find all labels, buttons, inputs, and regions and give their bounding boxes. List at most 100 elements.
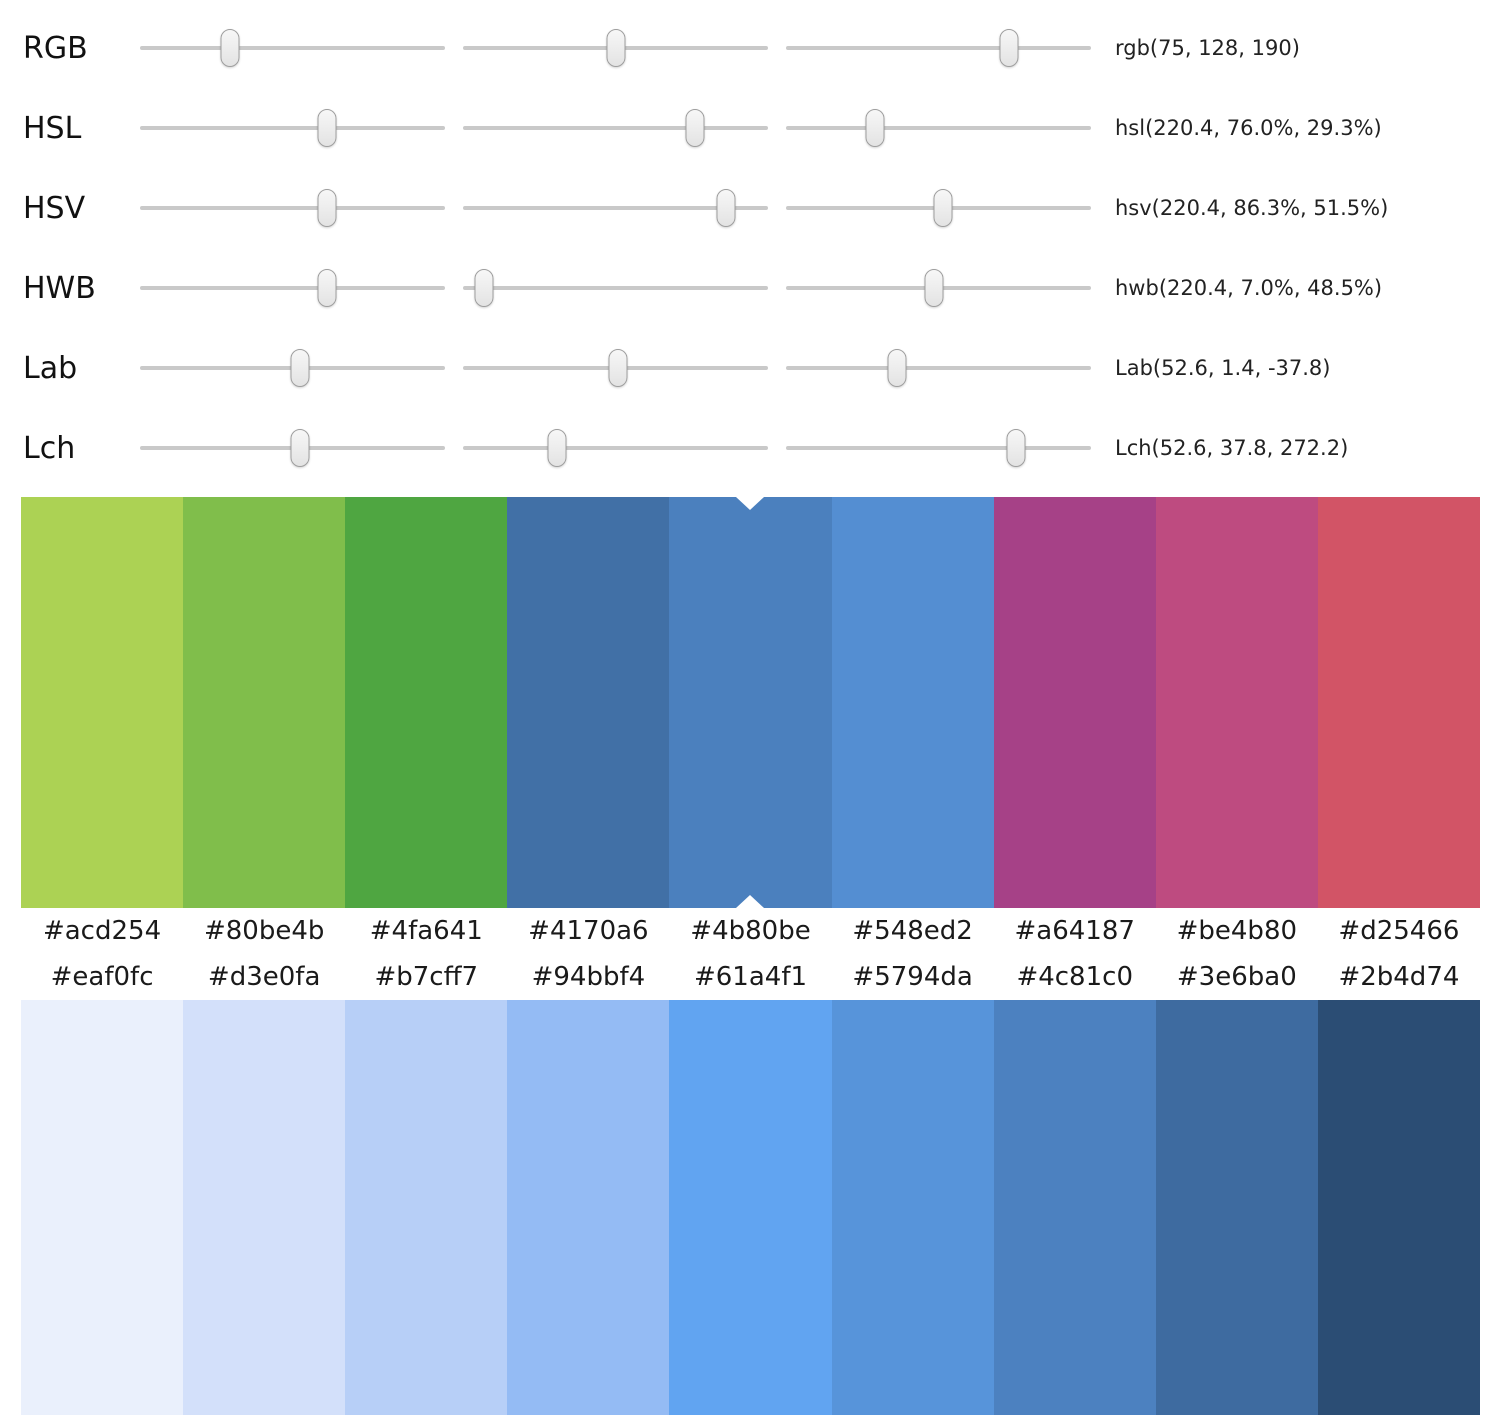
color-swatch[interactable] [993, 1000, 1156, 1415]
hex-label: #acd254 [42, 916, 162, 946]
hex-label: #d3e0fa [207, 962, 321, 992]
color-swatch[interactable] [993, 497, 1156, 908]
color-value-text: hwb(220.4, 7.0%, 48.5%) [1115, 276, 1383, 300]
slider-thumb[interactable] [606, 29, 626, 67]
slider-track-line [140, 46, 445, 50]
slider-thumb[interactable] [290, 429, 310, 467]
shade-palette [21, 1000, 1480, 1415]
color-swatch[interactable] [1317, 1000, 1480, 1415]
slider-track-line [786, 46, 1091, 50]
color-value-text: hsl(220.4, 76.0%, 29.3%) [1115, 116, 1382, 140]
color-swatch[interactable] [21, 1000, 184, 1415]
color-swatch[interactable] [1155, 497, 1318, 908]
slider-track-line [463, 286, 768, 290]
slider-thumb[interactable] [290, 349, 310, 387]
hex-label: #5794da [852, 962, 973, 992]
slider-track[interactable] [463, 185, 768, 231]
slider-row-lab: Lab Lab(52.6, 1.4, -37.8) [23, 328, 1501, 408]
color-swatch[interactable] [1317, 497, 1480, 908]
slider-thumb[interactable] [924, 269, 944, 307]
slider-thumb[interactable] [220, 29, 240, 67]
colorspace-label: Lab [23, 350, 78, 386]
slider-thumb[interactable] [547, 429, 567, 467]
hex-label: #b7cff7 [374, 962, 479, 992]
slider-track[interactable] [463, 345, 768, 391]
hex-label: #4170a6 [528, 916, 649, 946]
slider-thumb[interactable] [608, 349, 628, 387]
color-value-text: rgb(75, 128, 190) [1115, 36, 1300, 60]
hue-palette-labels: #acd254 #80be4b #4fa641 #4170a6 #4b80be #548e… [21, 908, 1480, 954]
slider-track-line [140, 286, 445, 290]
hex-label: #94bbf4 [531, 962, 646, 992]
color-swatch[interactable] [183, 1000, 346, 1415]
slider-track[interactable] [140, 185, 445, 231]
slider-track-line [786, 126, 1091, 130]
slider-track[interactable] [140, 425, 445, 471]
slider-track[interactable] [140, 25, 445, 71]
colorspace-label: Lch [23, 430, 76, 466]
slider-track[interactable] [786, 265, 1091, 311]
slider-track[interactable] [140, 265, 445, 311]
hex-label: #4b80be [690, 916, 811, 946]
shade-palette-labels: #eaf0fc #d3e0fa #b7cff7 #94bbf4 #61a4f1 #5794… [21, 954, 1480, 1000]
slider-thumb[interactable] [317, 269, 337, 307]
hex-label: #d25466 [1338, 916, 1460, 946]
color-value-text: Lab(52.6, 1.4, -37.8) [1115, 356, 1331, 380]
colorspace-label: RGB [23, 30, 88, 66]
slider-thumb[interactable] [887, 349, 907, 387]
slider-track[interactable] [786, 425, 1091, 471]
slider-thumb[interactable] [474, 269, 494, 307]
color-swatch[interactable] [831, 497, 994, 908]
hex-label: #4fa641 [369, 916, 483, 946]
slider-track-line [786, 446, 1091, 450]
color-swatch[interactable] [183, 497, 346, 908]
slider-track[interactable] [463, 105, 768, 151]
color-value-text: hsv(220.4, 86.3%, 51.5%) [1115, 196, 1389, 220]
slider-track[interactable] [463, 425, 768, 471]
hex-label: #be4b80 [1176, 916, 1298, 946]
slider-thumb[interactable] [933, 189, 953, 227]
slider-thumb[interactable] [999, 29, 1019, 67]
slider-row-lch: Lch Lch(52.6, 37.8, 272.2) [23, 408, 1501, 488]
color-swatch[interactable] [21, 497, 184, 908]
hex-label: #548ed2 [852, 916, 973, 946]
slider-thumb[interactable] [716, 189, 736, 227]
slider-track-line [786, 366, 1091, 370]
slider-thumb[interactable] [1006, 429, 1026, 467]
slider-thumb[interactable] [317, 109, 337, 147]
color-swatch[interactable] [669, 497, 832, 908]
color-swatch[interactable] [345, 1000, 508, 1415]
color-swatch[interactable] [831, 1000, 994, 1415]
colorspace-label: HWB [23, 270, 96, 306]
hue-palette [21, 497, 1480, 908]
slider-thumb[interactable] [317, 189, 337, 227]
slider-track[interactable] [786, 345, 1091, 391]
slider-thumb[interactable] [685, 109, 705, 147]
slider-track[interactable] [786, 185, 1091, 231]
slider-track-line [463, 126, 768, 130]
color-swatch[interactable] [1155, 1000, 1318, 1415]
color-swatch[interactable] [507, 497, 670, 908]
color-value-text: Lch(52.6, 37.8, 272.2) [1115, 436, 1349, 460]
slider-track-line [140, 206, 445, 210]
hex-label: #3e6ba0 [1176, 962, 1297, 992]
slider-panel: RGB rgb(75, 128, 190) HSL hsl(220.4, 76.0%,… [0, 0, 1501, 488]
slider-track[interactable] [786, 25, 1091, 71]
colorspace-label: HSL [23, 110, 82, 146]
slider-track-line [463, 446, 768, 450]
color-swatch[interactable] [669, 1000, 832, 1415]
slider-track-line [140, 126, 445, 130]
slider-track[interactable] [463, 25, 768, 71]
slider-thumb[interactable] [865, 109, 885, 147]
slider-track[interactable] [786, 105, 1091, 151]
slider-track[interactable] [463, 265, 768, 311]
color-swatch[interactable] [507, 1000, 670, 1415]
slider-row-hsv: HSV hsv(220.4, 86.3%, 51.5%) [23, 168, 1501, 248]
hex-label: #61a4f1 [693, 962, 808, 992]
color-swatch[interactable] [345, 497, 508, 908]
slider-row-hsl: HSL hsl(220.4, 76.0%, 29.3%) [23, 88, 1501, 168]
slider-track[interactable] [140, 345, 445, 391]
slider-track[interactable] [140, 105, 445, 151]
slider-row-hwb: HWB hwb(220.4, 7.0%, 48.5%) [23, 248, 1501, 328]
slider-row-rgb: RGB rgb(75, 128, 190) [23, 8, 1501, 88]
